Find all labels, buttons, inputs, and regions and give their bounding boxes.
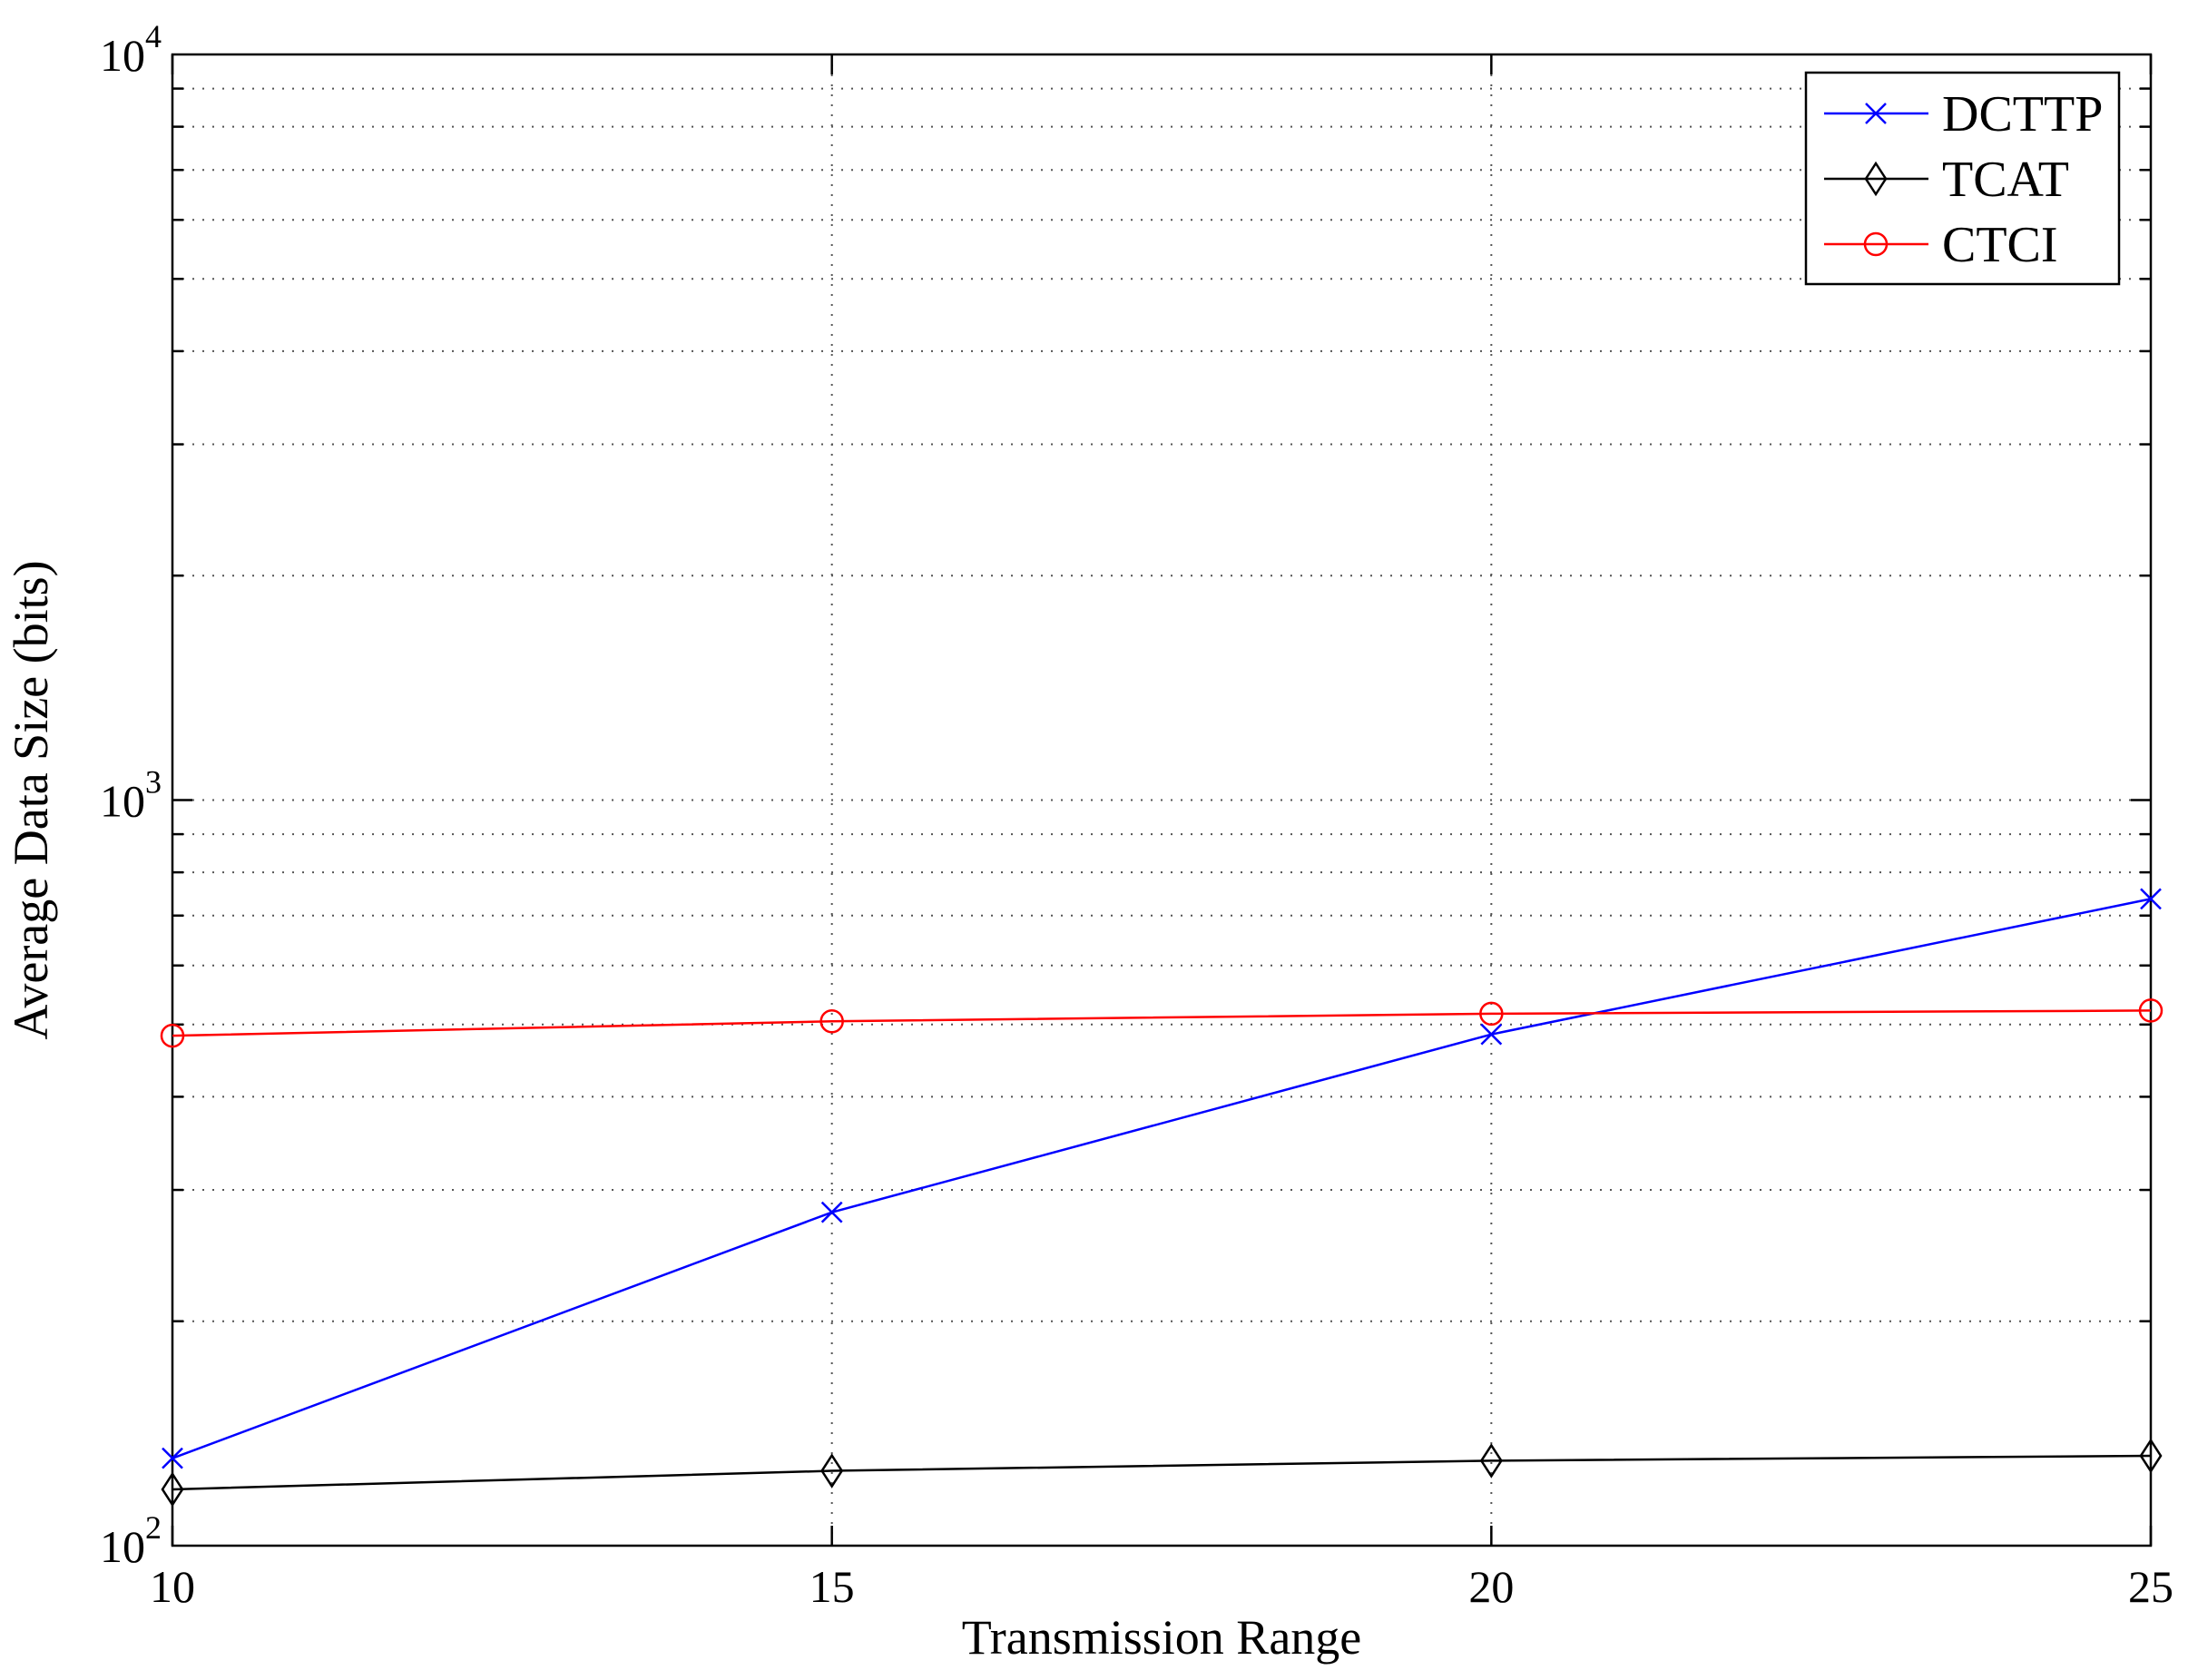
legend-entry-tcat: TCAT <box>1824 152 2069 208</box>
data-point-tcat <box>161 1471 184 1508</box>
data-point-dcttp <box>2140 888 2162 910</box>
x-tick-label: 25 <box>2128 1561 2173 1612</box>
axis-labels: 10 15 20 25 102 103 104 Transmission Range Avera… <box>4 18 2173 1665</box>
data-point-ctci <box>819 1008 844 1034</box>
series-line-ctci <box>172 1009 2152 1037</box>
series-line-dcttp <box>172 898 2152 1459</box>
y-tick-label: 102 <box>100 1509 162 1572</box>
data-point-tcat <box>2139 1438 2163 1474</box>
y-tick-label: 104 <box>100 18 162 81</box>
x-tick-label: 15 <box>809 1561 855 1612</box>
legend-label: TCAT <box>1942 152 2069 208</box>
data-point-tcat <box>1479 1443 1503 1479</box>
legend-marker <box>1863 231 1889 257</box>
grid <box>172 54 2151 1546</box>
data-point-ctci <box>160 1023 185 1048</box>
legend-marker <box>1865 103 1887 124</box>
legend-entry-ctci: CTCI <box>1824 217 2058 273</box>
legend-marker <box>1864 161 1888 197</box>
x-axis-label: Transmission Range <box>962 1610 1362 1665</box>
legend-label: CTCI <box>1942 217 2058 273</box>
data-point-dcttp <box>820 1201 843 1223</box>
series-ctci <box>160 998 2163 1048</box>
series <box>160 888 2163 1508</box>
x-tick-label: 10 <box>150 1561 195 1612</box>
x-tick-label: 20 <box>1468 1561 1514 1612</box>
data-point-ctci <box>2138 998 2163 1023</box>
legend: DCTTP TCAT CTCI <box>1804 71 2121 286</box>
y-axis-label: Average Data Size (bits) <box>4 560 58 1039</box>
data-point-tcat <box>820 1453 844 1488</box>
data-point-ctci <box>1479 1001 1504 1027</box>
series-tcat <box>161 1438 2163 1508</box>
data-point-dcttp <box>162 1447 183 1469</box>
legend-entry-dcttp: DCTTP <box>1824 86 2103 142</box>
data-point-dcttp <box>1480 1023 1503 1046</box>
y-tick-label: 103 <box>100 764 162 827</box>
legend-label: DCTTP <box>1942 86 2103 142</box>
axis-ticks <box>171 54 2153 1546</box>
series-line-tcat <box>172 1454 2152 1491</box>
series-dcttp <box>162 888 2162 1469</box>
